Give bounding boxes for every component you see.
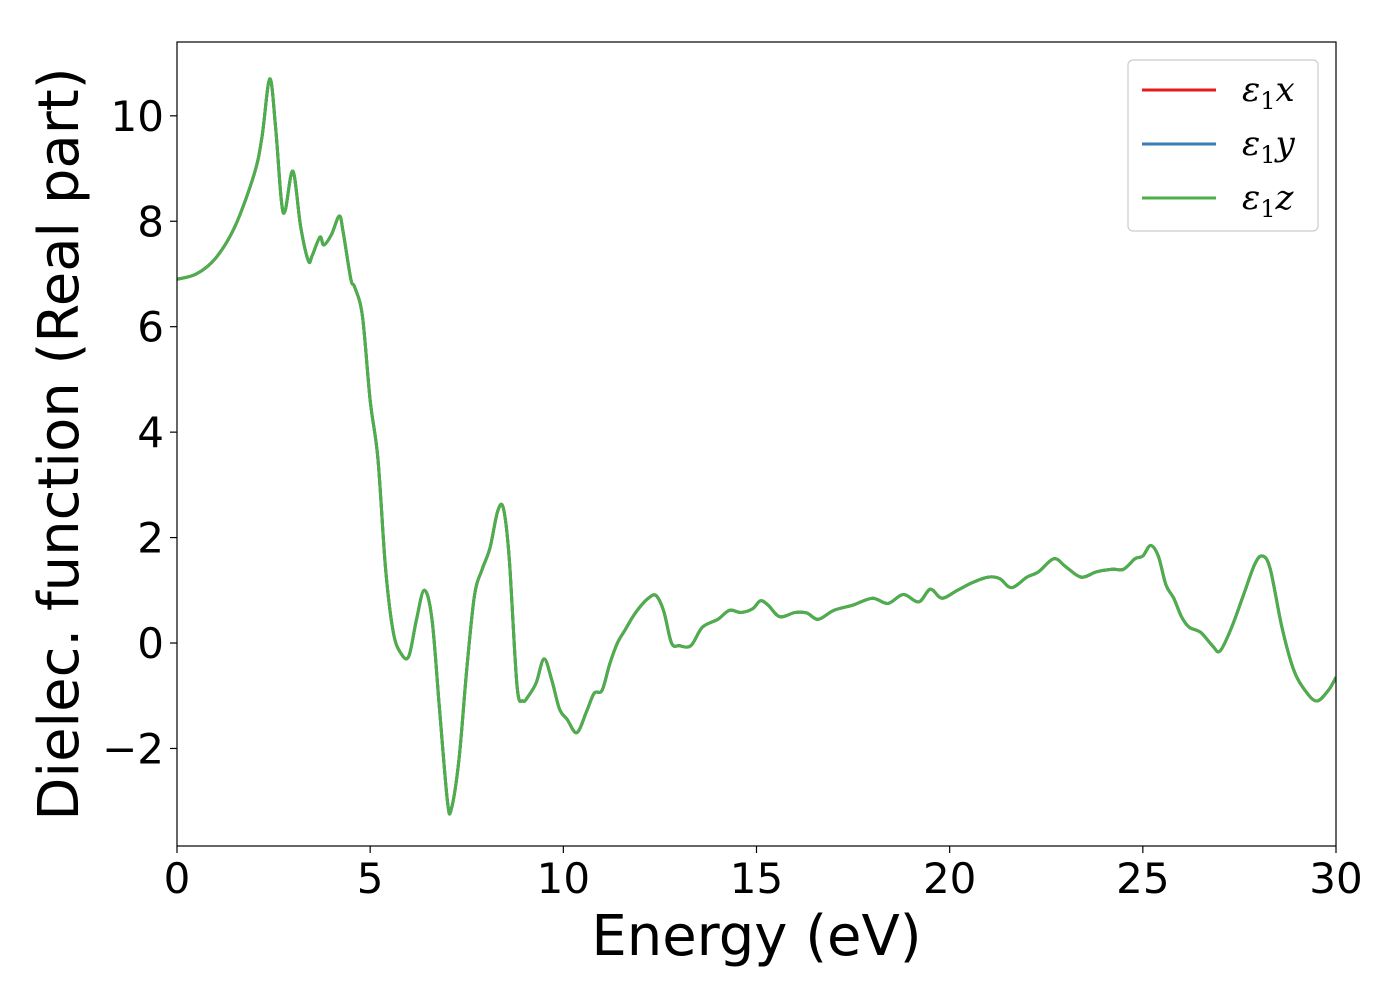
legend-symbol: ε	[1242, 124, 1260, 164]
y-axis-ticks: −2 0 2 4 6 8 10	[102, 92, 177, 773]
y-tick-label: 0	[137, 619, 164, 668]
x-tick-label: 30	[1309, 854, 1362, 903]
legend-subscript: 1	[1260, 195, 1275, 223]
y-tick-label: 6	[137, 303, 164, 352]
y-tick-label: 10	[111, 92, 164, 141]
series-line-z	[177, 77, 1336, 816]
y-tick-label: 2	[137, 514, 164, 563]
legend-component: x	[1276, 70, 1295, 110]
x-axis-label: Energy (eV)	[591, 904, 921, 969]
legend-subscript: 1	[1260, 141, 1275, 169]
series-layer	[177, 77, 1336, 816]
x-tick-label: 15	[730, 854, 783, 903]
legend-label-z: ε1z	[1242, 178, 1295, 223]
x-tick-label: 0	[164, 854, 191, 903]
y-tick-label: 4	[137, 408, 164, 457]
y-tick-label: −2	[102, 724, 164, 773]
y-axis-label: Dielec. function (Real part)	[27, 67, 92, 820]
y-tick-label: 8	[137, 197, 164, 246]
legend-box	[1127, 59, 1319, 232]
legend-symbol: ε	[1242, 70, 1260, 110]
x-axis-ticks: 0 5 10 15 20 25 30	[164, 846, 1363, 903]
x-tick-label: 5	[357, 854, 384, 903]
legend-subscript: 1	[1260, 87, 1275, 115]
x-tick-label: 10	[537, 854, 590, 903]
legend-component: z	[1275, 178, 1295, 218]
legend-component: y	[1274, 124, 1296, 164]
legend-symbol: ε	[1242, 178, 1260, 218]
x-tick-label: 20	[923, 854, 976, 903]
legend-label-x: ε1x	[1242, 70, 1295, 115]
legend-label-y: ε1y	[1242, 124, 1296, 169]
x-tick-label: 25	[1116, 854, 1169, 903]
